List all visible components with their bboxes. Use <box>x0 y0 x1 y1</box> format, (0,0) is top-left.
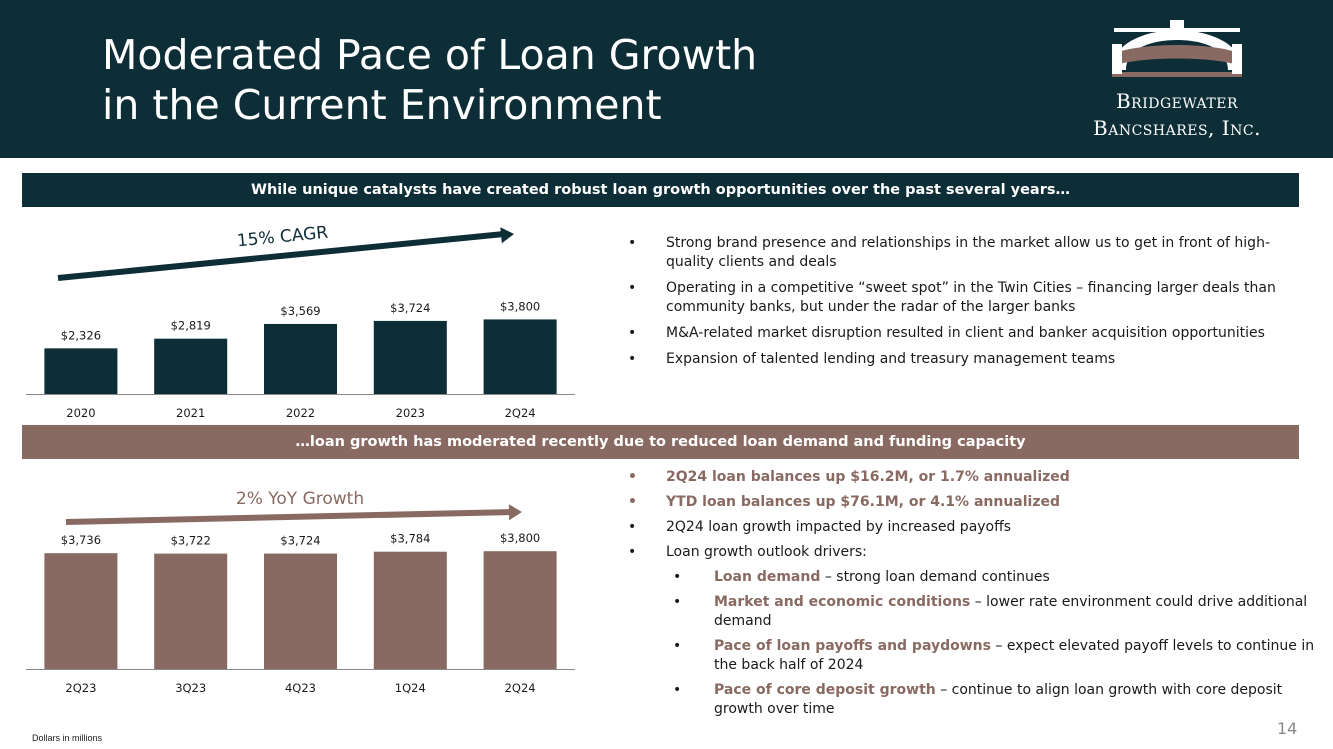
bullet-item: M&A-related market disruption resulted i… <box>622 324 1302 343</box>
tick-label: 2Q24 <box>505 406 536 420</box>
bullet-item: Loan growth outlook drivers: Loan demand… <box>622 543 1322 719</box>
title-line-1: Moderated Pace of Loan Growth <box>102 31 758 79</box>
data-label: $3,800 <box>500 299 540 313</box>
driver-text: – continue to align loan growth with cor… <box>714 682 1283 717</box>
data-label: $3,784 <box>390 532 430 546</box>
data-label: $3,800 <box>500 531 540 545</box>
tick-label: 2023 <box>396 406 425 420</box>
growth-arrow <box>57 227 514 281</box>
bullet-item: 2Q24 loan balances up $16.2M, or 1.7% an… <box>622 468 1322 487</box>
bullet-item: Expansion of talented lending and treasu… <box>622 350 1302 369</box>
bridge-logo-icon <box>1112 20 1242 77</box>
bar-2020 <box>44 348 118 394</box>
data-label: $2,819 <box>171 319 211 333</box>
driver-item: Pace of loan payoffs and paydowns – expe… <box>666 637 1322 675</box>
annual-loans-chart: 15% CAGR $2,326 2020 $2,819 2021 $3,569 2022 $3… <box>26 223 575 420</box>
data-label: $2,326 <box>61 328 101 342</box>
top-bullet-list: Strong brand presence and relationships … <box>622 234 1302 376</box>
driver-item: Pace of core deposit growth – continue t… <box>666 681 1322 719</box>
tick-label: 2021 <box>176 406 205 420</box>
bar-3q23 <box>154 553 228 669</box>
quarterly-loans-chart: 2% YoY Growth $3,736 2Q23 $3,722 3Q23 $3,724 4… <box>26 489 575 695</box>
bar-2q24 <box>483 551 557 669</box>
logo-line-1: Bridgewater <box>1115 89 1239 113</box>
driver-label: Pace of core deposit growth <box>714 682 936 698</box>
bar-1q24 <box>373 551 447 669</box>
page-title: Moderated Pace of Loan Growth in the Cur… <box>102 30 757 130</box>
data-label: $3,569 <box>280 304 320 318</box>
title-line-2: in the Current Environment <box>102 81 662 129</box>
top-banner: While unique catalysts have created robu… <box>22 173 1299 207</box>
bullet-item: YTD loan balances up $76.1M, or 4.1% ann… <box>622 493 1322 512</box>
driver-list: Loan demand – strong loan demand continu… <box>666 568 1322 719</box>
tick-label: 4Q23 <box>285 681 316 695</box>
driver-text: – expect elevated payoff levels to conti… <box>714 638 1315 673</box>
bar-2022 <box>263 323 338 394</box>
growth-annotation: 2% YoY Growth <box>236 489 364 509</box>
outlook-heading: Loan growth outlook drivers: <box>666 544 867 560</box>
bar-4q23 <box>263 553 338 669</box>
bottom-bullet-list: 2Q24 loan balances up $16.2M, or 1.7% an… <box>622 468 1322 725</box>
bar-2q23 <box>44 553 118 669</box>
tick-label: 2020 <box>66 406 95 420</box>
driver-text: – lower rate environment could drive add… <box>714 594 1308 629</box>
logo-line-2: Bancshares, Inc. <box>1093 116 1261 140</box>
logo-text: Bridgewater Bancshares, Inc. <box>1062 88 1292 142</box>
bullet-item: Operating in a competitive “sweet spot” … <box>622 279 1302 317</box>
bullet-item: 2Q24 loan growth impacted by increased p… <box>622 518 1322 537</box>
bullet-item: Strong brand presence and relationships … <box>622 234 1302 272</box>
tick-label: 3Q23 <box>175 681 206 695</box>
header-bar: Moderated Pace of Loan Growth in the Cur… <box>0 0 1333 158</box>
data-label: $3,736 <box>61 533 101 547</box>
driver-label: Market and economic conditions <box>714 594 971 610</box>
bar-2q24 <box>483 319 557 394</box>
driver-label: Loan demand <box>714 569 821 585</box>
growth-arrow <box>65 504 522 525</box>
data-label: $3,724 <box>390 301 430 315</box>
growth-annotation: 15% CAGR <box>236 223 329 252</box>
driver-item: Loan demand – strong loan demand continu… <box>666 568 1322 587</box>
driver-text: – strong loan demand continues <box>820 569 1050 585</box>
data-label: $3,724 <box>280 534 320 548</box>
data-label: $3,722 <box>171 534 211 548</box>
tick-label: 1Q24 <box>395 681 426 695</box>
bar-2023 <box>373 320 447 394</box>
footnote: Dollars in millions <box>32 733 103 743</box>
company-logo: Bridgewater Bancshares, Inc. <box>1062 14 1292 144</box>
page-number: 14 <box>1277 719 1298 738</box>
tick-label: 2022 <box>286 406 315 420</box>
bottom-banner: …loan growth has moderated recently due … <box>22 425 1299 459</box>
driver-item: Market and economic conditions – lower r… <box>666 593 1322 631</box>
bar-2021 <box>154 338 228 394</box>
tick-label: 2Q24 <box>505 681 536 695</box>
tick-label: 2Q23 <box>65 681 96 695</box>
driver-label: Pace of loan payoffs and paydowns <box>714 638 991 654</box>
